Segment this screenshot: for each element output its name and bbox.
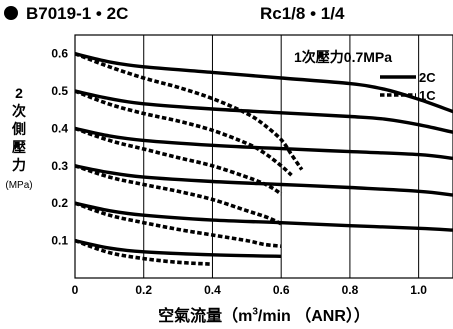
series-2c-curve	[75, 52, 453, 114]
x-tick-label: 0	[72, 283, 79, 297]
x-tick-label: 0.2	[135, 283, 152, 297]
x-axis-title: 空氣流量（m3/min （ANR））	[75, 302, 453, 326]
x-tick-label: 0.8	[342, 283, 359, 297]
model-label: B7019-1 • 2C	[26, 4, 129, 23]
series-2c-curve	[75, 126, 453, 161]
y-tick-label: 0.1	[51, 234, 68, 248]
series-1c-curve	[75, 164, 282, 226]
x-tick-label: 0.4	[204, 283, 221, 297]
bullet-dot-icon	[4, 6, 18, 20]
y-tick-label: 0.4	[51, 121, 68, 135]
curves	[75, 52, 453, 266]
series-1c-curve	[75, 52, 304, 171]
series-2c-curve	[75, 238, 282, 258]
series-2c-curve	[75, 201, 453, 232]
y-axis-unit: (MPa)	[5, 180, 33, 191]
model-title: B7019-1 • 2C	[4, 4, 128, 24]
legend-label: 1C	[419, 88, 436, 103]
x-tick-label: 1.0	[410, 283, 427, 297]
series-1c-curve	[75, 238, 213, 266]
y-tick-label: 0.6	[51, 47, 68, 61]
x-axis-label-tail: /min （ANR））	[257, 308, 370, 325]
x-axis-label: 空氣流量（m	[158, 308, 253, 325]
x-axis-unit-exponent: 3	[252, 306, 258, 318]
tick-labels: 0 0.2 0.4 0.6 0.8 1.0 0.1 0.2 0.3 0.4 0.5 0.6	[51, 47, 427, 297]
y-tick-label: 0.5	[51, 84, 68, 98]
x-tick-label: 0.6	[273, 283, 290, 297]
series-1c-curve	[75, 89, 293, 177]
port-size-title: Rc1/8 • 1/4	[260, 4, 345, 23]
series-2c-curve	[75, 164, 453, 197]
y-axis-label: 2次側壓力	[12, 85, 26, 173]
y-axis-title: 2次側壓力 (MPa)	[2, 84, 36, 191]
series-2c-curve	[75, 89, 453, 134]
y-tick-label: 0.2	[51, 196, 68, 210]
series-1c-curve	[75, 126, 283, 196]
primary-pressure-annotation: 1次壓力0.7MPa	[294, 49, 392, 65]
series-1c-curve	[75, 201, 282, 248]
y-tick-label: 0.3	[51, 159, 68, 173]
grid-lines	[143, 35, 420, 278]
legend-label: 2C	[419, 70, 436, 85]
plot-frame	[74, 34, 453, 279]
legend: 1次壓力0.7MPa 2C 1C	[294, 49, 436, 103]
